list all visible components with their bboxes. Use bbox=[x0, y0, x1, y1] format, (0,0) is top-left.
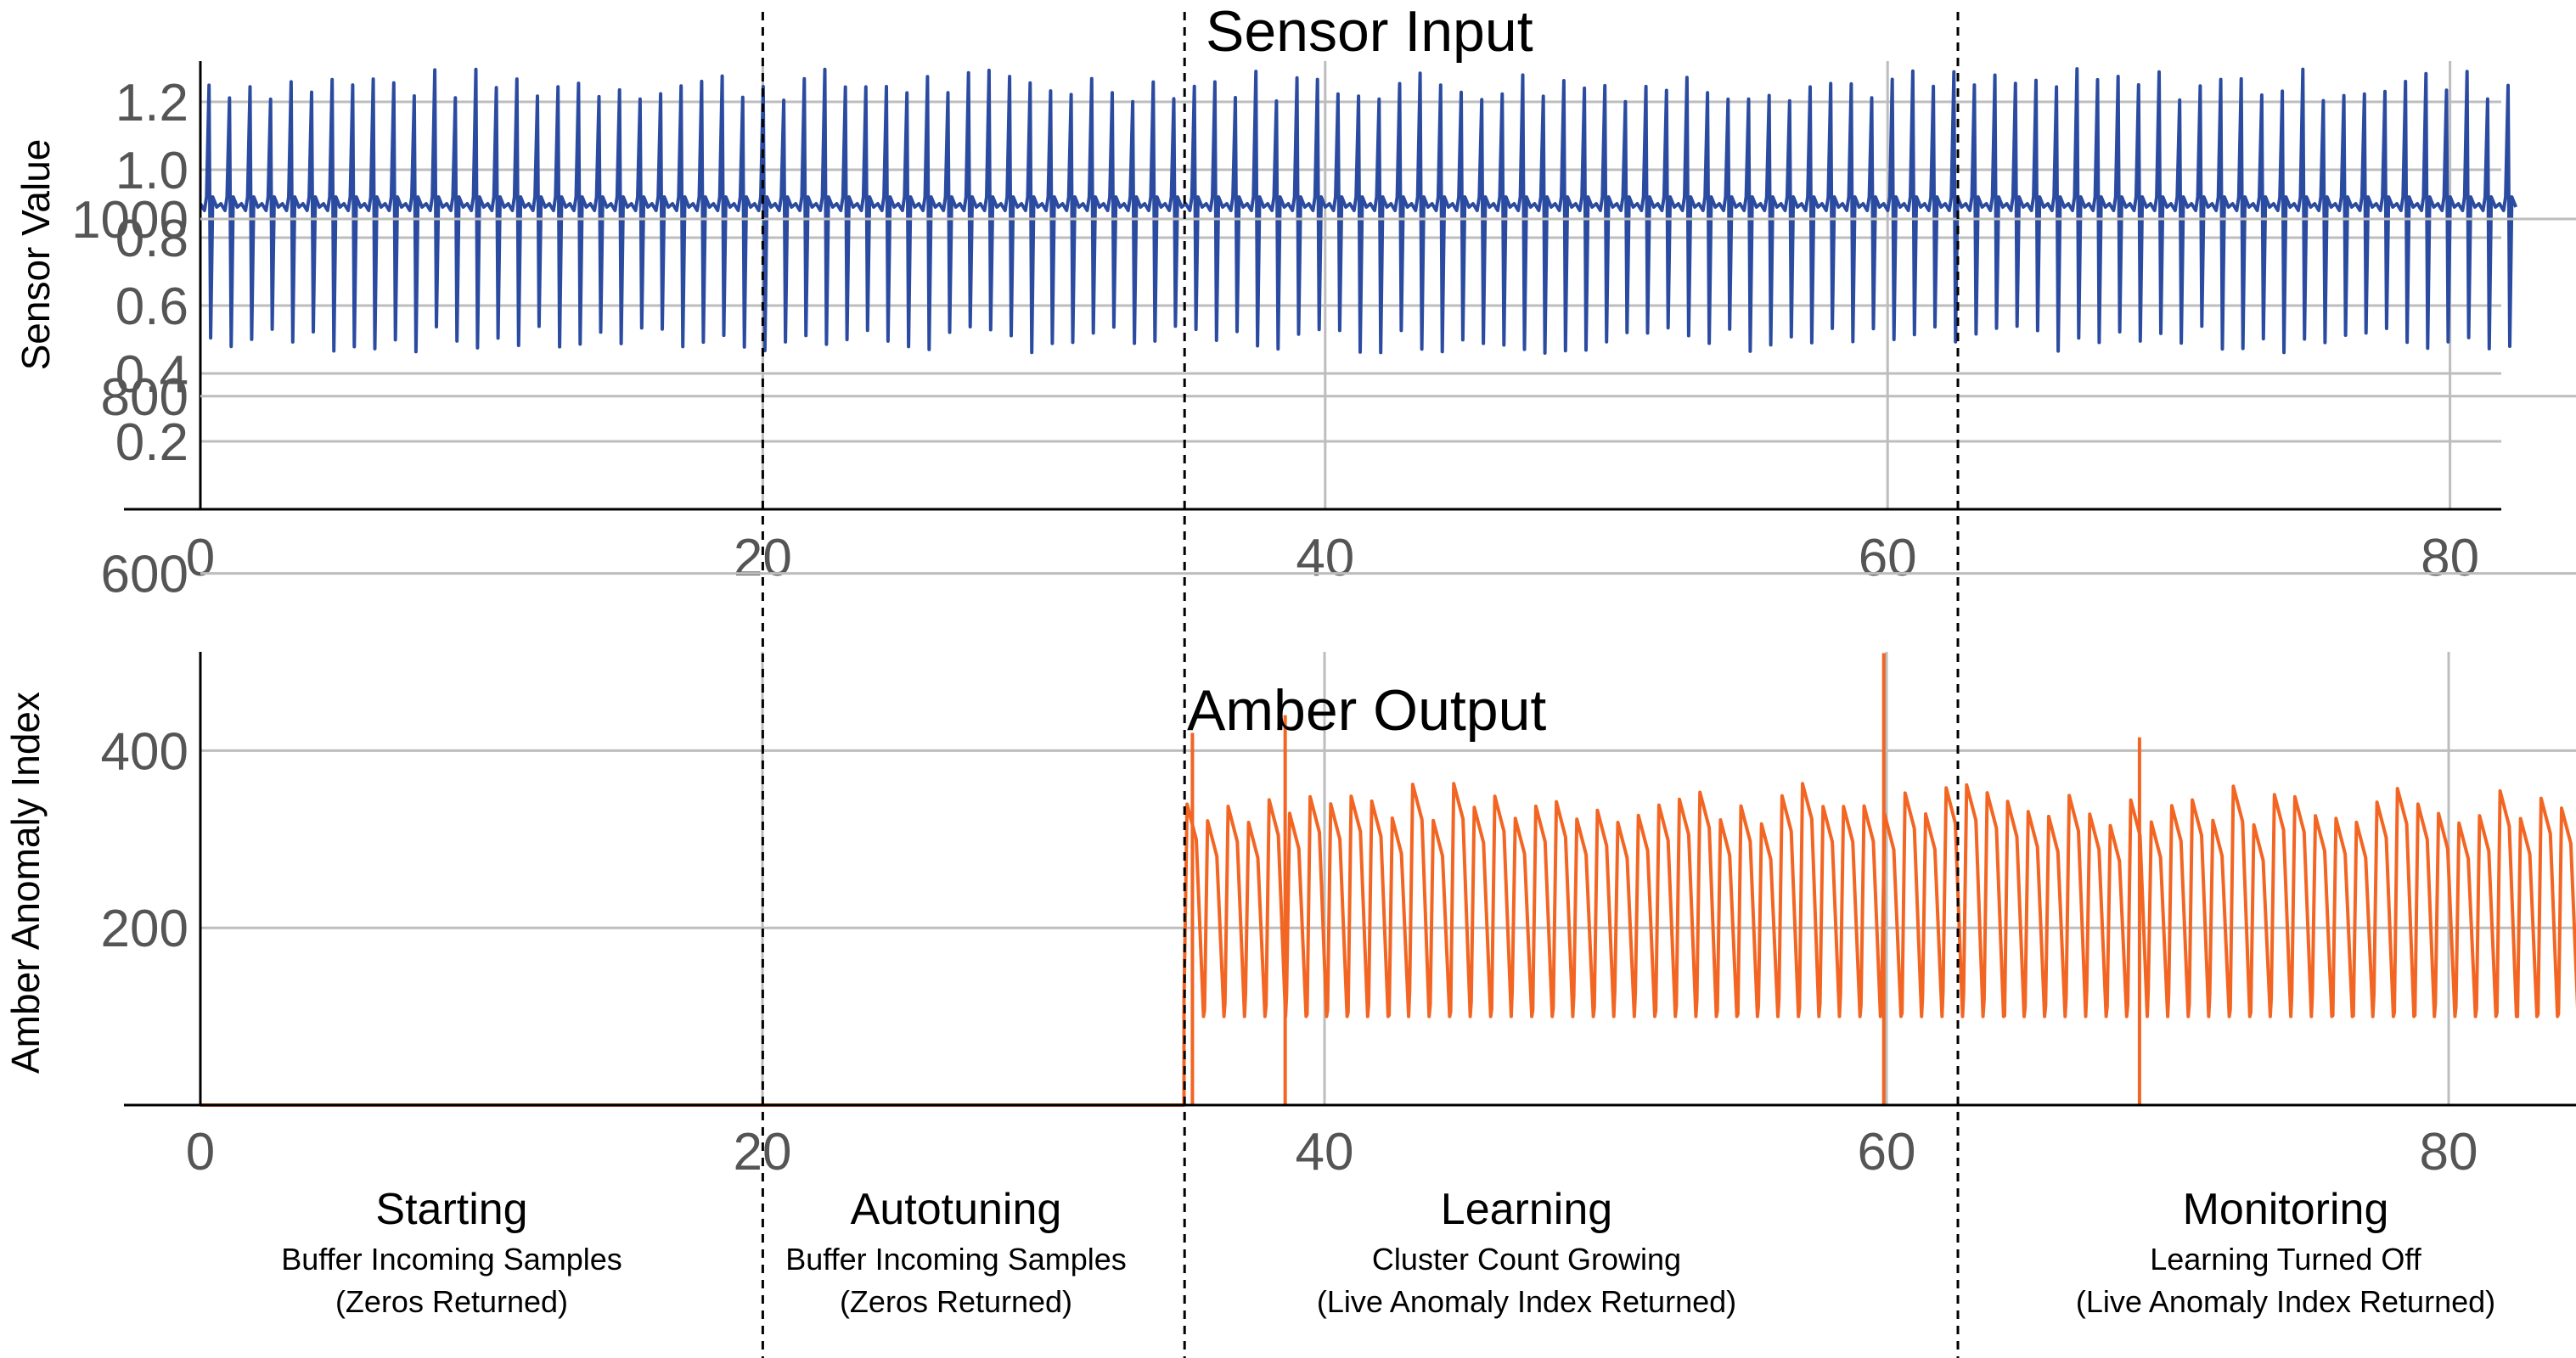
top-x-tick-labels: 0 20 40 60 80 bbox=[186, 529, 2479, 587]
y-tick-label: 600 bbox=[101, 546, 188, 604]
y-tick-label: 1000 bbox=[71, 191, 188, 250]
phase-name: Starting bbox=[375, 1185, 527, 1234]
phase-learning: Learning Cluster Count Growing (Live Ano… bbox=[1317, 1185, 1736, 1319]
phase-desc-line2: (Live Anomaly Index Returned) bbox=[1317, 1284, 1736, 1319]
phase-desc-line1: Cluster Count Growing bbox=[1372, 1242, 1681, 1277]
x-tick-label: 60 bbox=[1858, 1123, 1916, 1181]
series-line bbox=[200, 782, 2576, 1107]
phase-desc-line2: (Live Anomaly Index Returned) bbox=[2076, 1284, 2495, 1319]
bottom-y-axis-label: Amber Anomaly Index bbox=[3, 692, 48, 1074]
x-tick-label: 40 bbox=[1296, 1123, 1354, 1181]
phase-dividers bbox=[761, 12, 1960, 1358]
x-tick-label: 80 bbox=[2421, 529, 2479, 587]
sensor-series bbox=[199, 67, 2518, 355]
phase-desc-line2: (Zeros Returned) bbox=[335, 1284, 568, 1319]
bottom-chart-title: Amber Output bbox=[1187, 678, 1546, 743]
y-tick-label: 800 bbox=[101, 368, 188, 427]
phase-autotuning: Autotuning Buffer Incoming Samples (Zero… bbox=[785, 1185, 1127, 1319]
top-gridlines bbox=[200, 61, 2501, 509]
x-tick-label: 0 bbox=[186, 529, 215, 587]
x-tick-label: 60 bbox=[1859, 529, 1917, 587]
phase-starting: Starting Buffer Incoming Samples (Zeros … bbox=[281, 1185, 622, 1319]
bottom-y-tick-labels: 200 400 600 800 1000 bbox=[71, 191, 188, 958]
phase-name: Monitoring bbox=[2183, 1185, 2389, 1234]
phase-desc-line1: Buffer Incoming Samples bbox=[281, 1242, 622, 1277]
y-tick-label: 400 bbox=[101, 722, 188, 781]
bottom-x-tick-labels: 0 20 40 60 80 bbox=[186, 1123, 2478, 1181]
y-tick-label: 0.8 bbox=[115, 210, 188, 268]
series-line bbox=[199, 67, 2518, 355]
bottom-gridlines bbox=[200, 217, 2576, 1105]
x-tick-label: 80 bbox=[2420, 1123, 2478, 1181]
x-tick-label: 40 bbox=[1296, 529, 1354, 587]
phase-name: Learning bbox=[1441, 1185, 1612, 1234]
amber-series bbox=[200, 653, 2576, 1107]
phase-desc-line1: Buffer Incoming Samples bbox=[785, 1242, 1127, 1277]
y-tick-label: 0.4 bbox=[115, 345, 188, 404]
phase-desc-line1: Learning Turned Off bbox=[2150, 1242, 2422, 1277]
phase-monitoring: Monitoring Learning Turned Off (Live Ano… bbox=[2076, 1185, 2495, 1319]
top-chart-title: Sensor Input bbox=[1206, 0, 1533, 64]
phase-name: Autotuning bbox=[851, 1185, 1062, 1234]
y-tick-label: 1.2 bbox=[115, 74, 188, 132]
y-tick-label: 1.0 bbox=[115, 142, 188, 200]
y-tick-label: 0.2 bbox=[115, 413, 188, 472]
phase-labels: Starting Buffer Incoming Samples (Zeros … bbox=[281, 1185, 2495, 1319]
phase-desc-line2: (Zeros Returned) bbox=[840, 1284, 1072, 1319]
top-y-tick-labels: 0.2 0.4 0.6 0.8 1.0 1.2 bbox=[115, 74, 188, 472]
y-tick-label: 0.6 bbox=[115, 278, 188, 336]
top-y-axis-label: Sensor Value bbox=[14, 139, 58, 371]
sensor-input-chart: 0.20.40.60.81.01.2 0 20 40 60 80 Sensor Inpu… bbox=[14, 0, 2518, 587]
y-tick-label: 200 bbox=[101, 900, 188, 958]
x-tick-label: 0 bbox=[186, 1123, 215, 1181]
